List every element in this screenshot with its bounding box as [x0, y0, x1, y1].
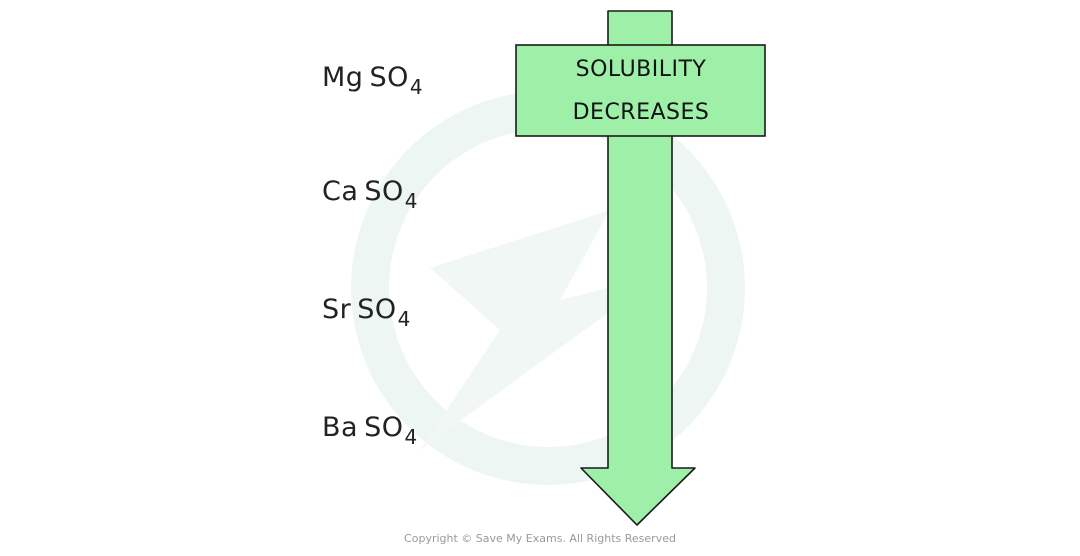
compound-srso4: Sr SO4 [322, 294, 411, 331]
metal-symbol: Ca [322, 176, 359, 207]
compound-caso4: Ca SO4 [322, 176, 418, 213]
subscript: 4 [397, 307, 411, 331]
subscript: 4 [409, 75, 424, 99]
subscript: 4 [404, 189, 419, 213]
compound-baso4: Ba SO4 [322, 412, 418, 449]
arrow-label-box [515, 44, 766, 137]
label-decreases: DECREASES [572, 100, 710, 125]
subscript: 4 [404, 425, 418, 449]
anion-symbol: SO [364, 412, 404, 443]
metal-symbol: Mg [322, 62, 364, 93]
metal-symbol: Sr [322, 294, 352, 325]
metal-symbol: Ba [322, 412, 359, 443]
label-solubility: SOLUBILITY [575, 57, 707, 82]
copyright-text: Copyright © Save My Exams. All Rights Re… [404, 532, 676, 545]
anion-symbol: SO [357, 294, 397, 325]
anion-symbol: SO [369, 62, 409, 93]
anion-symbol: SO [364, 176, 404, 207]
compound-mgso4: Mg SO4 [322, 62, 423, 99]
